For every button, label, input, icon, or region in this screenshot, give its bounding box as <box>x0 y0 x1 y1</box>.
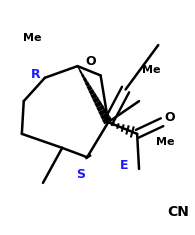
Text: O: O <box>85 55 96 68</box>
Text: CN: CN <box>167 205 189 219</box>
Text: O: O <box>164 111 175 124</box>
Text: Me: Me <box>23 33 41 43</box>
Text: E: E <box>120 159 129 172</box>
Text: R: R <box>30 68 40 81</box>
Text: S: S <box>76 168 85 181</box>
Text: Me: Me <box>142 65 160 74</box>
Text: Me: Me <box>156 137 175 147</box>
